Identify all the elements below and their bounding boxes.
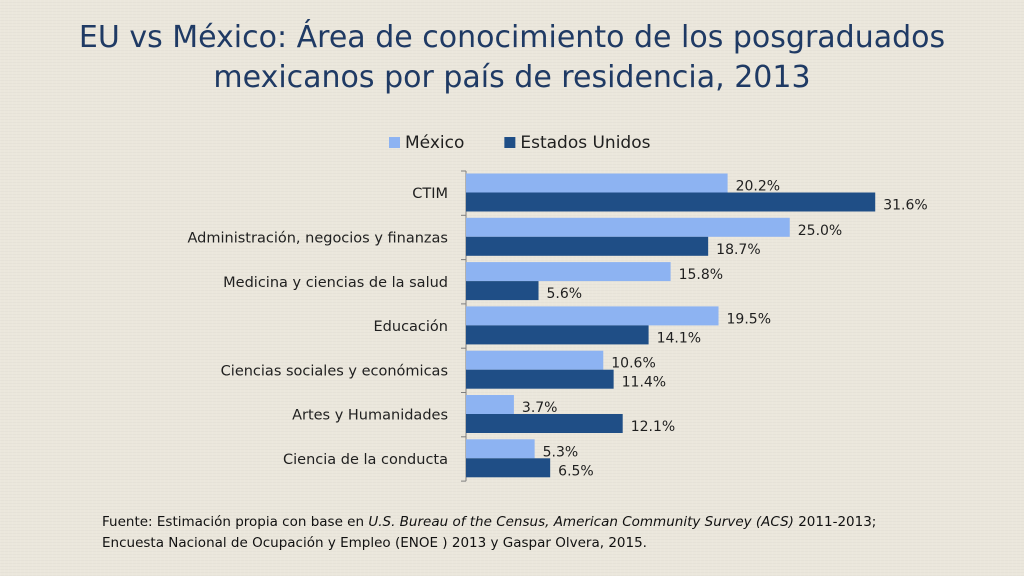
footnote-suffix: 2011-2013; (793, 514, 877, 530)
legend-swatch-estados-unidos (504, 137, 516, 148)
legend-label-estados-unidos: Estados Unidos (520, 133, 650, 153)
legend-label-mexico: México (405, 133, 464, 153)
data-label-mexico-administracion-negocios-y-finanzas: 25.0% (798, 223, 842, 239)
data-label-mexico-educacion: 19.5% (727, 311, 771, 327)
data-label-mexico-artes-y-humanidades: 3.7% (522, 400, 558, 416)
data-label-estados-unidos-artes-y-humanidades: 12.1% (631, 419, 675, 435)
data-label-mexico-ctim: 20.2% (736, 179, 780, 195)
bar-mexico-ciencias-sociales-y-economicas (466, 350, 604, 370)
bar-estados-unidos-ctim (466, 192, 876, 212)
data-label-estados-unidos-educacion: 14.1% (657, 330, 701, 346)
bar-mexico-ciencia-de-la-conducta (466, 439, 535, 459)
bar-estados-unidos-artes-y-humanidades (466, 414, 623, 433)
data-label-estados-unidos-medicina-y-ciencias-de-la-salud: 5.6% (547, 286, 583, 302)
title-line-1: EU vs México: Área de conocimiento de lo… (78, 20, 946, 55)
category-label-ctim: CTIM (412, 186, 448, 202)
category-label-medicina-y-ciencias-de-la-salud: Medicina y ciencias de la salud (223, 275, 448, 291)
bar-mexico-ctim (466, 173, 728, 193)
bar-estados-unidos-educacion (466, 325, 649, 345)
bar-mexico-administracion-negocios-y-finanzas (466, 217, 790, 237)
title-line-2: mexicanos por país de residencia, 2013 (213, 60, 811, 95)
data-label-mexico-ciencias-sociales-y-economicas: 10.6% (611, 356, 655, 372)
source-footnote: Fuente: Estimación propia con base en U.… (102, 512, 982, 554)
footnote-italic-source: U.S. Bureau of the Census, American Comm… (368, 514, 794, 530)
category-label-artes-y-humanidades: Artes y Humanidades (292, 408, 448, 424)
legend-swatch-mexico (389, 137, 400, 148)
category-label-administracion-negocios-y-finanzas: Administración, negocios y finanzas (188, 230, 448, 246)
data-label-estados-unidos-ctim: 31.6% (883, 198, 927, 214)
bar-mexico-medicina-y-ciencias-de-la-salud (466, 262, 671, 282)
data-label-estados-unidos-administracion-negocios-y-finanzas: 18.7% (716, 242, 760, 258)
data-label-mexico-ciencia-de-la-conducta: 5.3% (543, 444, 579, 460)
bar-estados-unidos-medicina-y-ciencias-de-la-salud (466, 281, 539, 301)
bar-mexico-artes-y-humanidades (466, 395, 514, 414)
category-label-ciencia-de-la-conducta: Ciencia de la conducta (283, 452, 448, 468)
category-label-ciencias-sociales-y-economicas: Ciencias sociales y económicas (221, 363, 448, 379)
footnote-line-2: Encuesta Nacional de Ocupación y Empleo … (102, 535, 647, 551)
bar-mexico-educacion (466, 306, 719, 326)
category-label-educacion: Educación (374, 319, 448, 335)
data-label-mexico-medicina-y-ciencias-de-la-salud: 15.8% (679, 267, 723, 283)
data-label-estados-unidos-ciencias-sociales-y-economicas: 11.4% (622, 375, 666, 391)
bar-estados-unidos-ciencia-de-la-conducta (466, 458, 551, 478)
bar-estados-unidos-ciencias-sociales-y-economicas (466, 369, 614, 389)
bar-estados-unidos-administracion-negocios-y-finanzas (466, 236, 709, 256)
data-label-estados-unidos-ciencia-de-la-conducta: 6.5% (558, 463, 594, 479)
footnote-prefix: Fuente: Estimación propia con base en (102, 514, 369, 530)
slide-title: EU vs México: Área de conocimiento de lo… (20, 18, 1004, 98)
